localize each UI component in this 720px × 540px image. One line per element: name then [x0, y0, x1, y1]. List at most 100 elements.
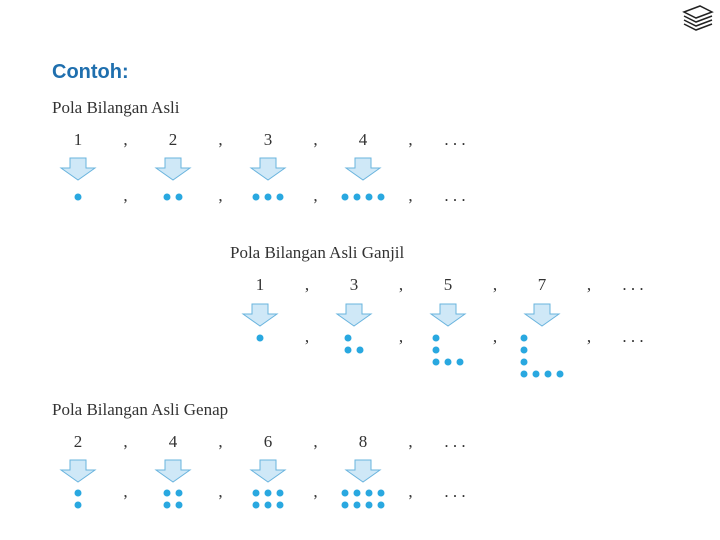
dot — [353, 501, 361, 509]
number: 5 — [444, 275, 453, 294]
dot — [74, 193, 82, 201]
dot-pattern — [256, 334, 264, 342]
separator: , — [123, 482, 127, 501]
dot — [377, 501, 385, 509]
number: 2 — [74, 432, 83, 451]
separator: , — [218, 130, 222, 149]
separator: , — [123, 432, 127, 451]
number: 1 — [256, 275, 265, 294]
dot — [353, 489, 361, 497]
arrow — [335, 303, 373, 327]
dot — [344, 346, 352, 354]
arrow — [154, 157, 192, 181]
dot-pattern — [74, 193, 82, 201]
separator: , — [313, 482, 317, 501]
dot — [556, 370, 564, 378]
dot — [341, 193, 349, 201]
separator: , — [313, 432, 317, 451]
separator: , — [399, 327, 403, 346]
separator: , — [218, 432, 222, 451]
separator: , — [123, 130, 127, 149]
separator: , — [218, 482, 222, 501]
dot — [256, 334, 264, 342]
dot — [365, 193, 373, 201]
separator: , — [493, 275, 497, 294]
dot-pattern — [252, 193, 284, 201]
dot — [365, 489, 373, 497]
dot — [252, 501, 260, 509]
ellipsis: . . . — [444, 432, 465, 451]
number: 3 — [350, 275, 359, 294]
dot-pattern — [344, 334, 364, 354]
dot — [163, 193, 171, 201]
number: 2 — [169, 130, 178, 149]
dot — [444, 358, 452, 366]
number: 7 — [538, 275, 547, 294]
dot — [74, 489, 82, 497]
dot — [377, 489, 385, 497]
arrow — [344, 459, 382, 483]
dot — [341, 501, 349, 509]
separator: , — [313, 186, 317, 205]
dot — [520, 346, 528, 354]
dot — [520, 370, 528, 378]
dot — [544, 370, 552, 378]
arrow — [241, 303, 279, 327]
arrow — [249, 459, 287, 483]
dot — [432, 334, 440, 342]
dot — [264, 489, 272, 497]
dot — [432, 358, 440, 366]
ellipsis: . . . — [622, 327, 643, 346]
pattern-title: Pola Bilangan Asli Ganjil — [230, 243, 405, 262]
dot-pattern — [341, 193, 385, 201]
ellipsis: . . . — [622, 275, 643, 294]
arrow — [523, 303, 561, 327]
number: 1 — [74, 130, 83, 149]
dot — [252, 489, 260, 497]
book-icon — [682, 5, 714, 31]
arrow — [59, 157, 97, 181]
number: 6 — [264, 432, 273, 451]
dot-pattern — [163, 193, 183, 201]
dot-pattern — [252, 489, 284, 509]
number: 4 — [359, 130, 368, 149]
dot-pattern — [341, 489, 385, 509]
separator: , — [408, 130, 412, 149]
dot — [175, 501, 183, 509]
dot-pattern — [163, 489, 183, 509]
separator: , — [408, 482, 412, 501]
dot — [252, 193, 260, 201]
dot — [353, 193, 361, 201]
dot — [175, 193, 183, 201]
dot — [163, 501, 171, 509]
dot — [432, 346, 440, 354]
dot-pattern — [432, 334, 464, 366]
separator: , — [587, 275, 591, 294]
pattern-title: Pola Bilangan Asli Genap — [52, 400, 228, 419]
number: 8 — [359, 432, 368, 451]
arrow — [59, 459, 97, 483]
separator: , — [218, 186, 222, 205]
dot — [456, 358, 464, 366]
ellipsis: . . . — [444, 482, 465, 501]
dot — [276, 193, 284, 201]
number: 4 — [169, 432, 178, 451]
dot — [365, 501, 373, 509]
separator: , — [408, 186, 412, 205]
pattern-title: Pola Bilangan Asli — [52, 98, 180, 117]
dot — [532, 370, 540, 378]
dot — [377, 193, 385, 201]
separator: , — [305, 275, 309, 294]
arrow — [344, 157, 382, 181]
dot-pattern — [520, 334, 564, 378]
separator: , — [493, 327, 497, 346]
dot — [520, 358, 528, 366]
dot — [264, 501, 272, 509]
dot — [163, 489, 171, 497]
dot — [341, 489, 349, 497]
separator: , — [313, 130, 317, 149]
number: 3 — [264, 130, 273, 149]
arrow — [154, 459, 192, 483]
heading: Contoh: — [52, 61, 129, 83]
dot — [520, 334, 528, 342]
